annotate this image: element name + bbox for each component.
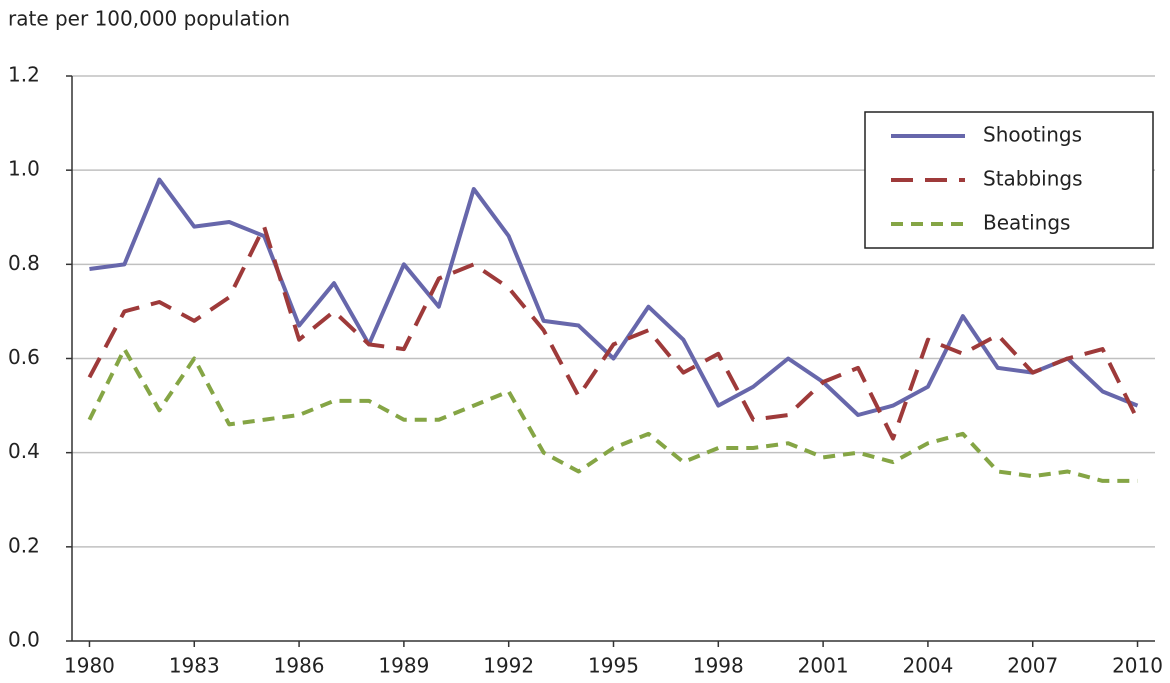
x-tick-label: 1980 [64,654,115,678]
y-tick-label: 0.4 [8,439,40,463]
y-tick-label: 0.2 [8,533,40,557]
x-tick-label: 1998 [693,654,744,678]
y-axis-label: rate per 100,000 population [8,7,290,31]
x-tick-label: 1983 [169,654,220,678]
series-line [87,224,1140,441]
x-tick-label: 2010 [1112,654,1163,678]
y-tick-label: 0.8 [8,251,40,275]
x-tick-label: 2004 [902,654,953,678]
x-tick-label: 1986 [274,654,325,678]
x-tick-label: 2007 [1007,654,1058,678]
x-tick-label: 1992 [483,654,534,678]
x-tick-label: 2001 [798,654,849,678]
x-tick-label: 1995 [588,654,639,678]
y-tick-label: 0.6 [8,345,40,369]
legend-label: Shootings [983,123,1082,147]
series-line [87,347,1138,483]
y-tick-label: 1.0 [8,157,40,181]
y-tick-label: 0.0 [8,628,40,652]
legend-label: Beatings [983,211,1070,235]
series-line [89,177,1139,417]
x-tick-label: 1989 [378,654,429,678]
legend-label: Stabbings [983,167,1083,191]
y-tick-label: 1.2 [8,63,40,87]
